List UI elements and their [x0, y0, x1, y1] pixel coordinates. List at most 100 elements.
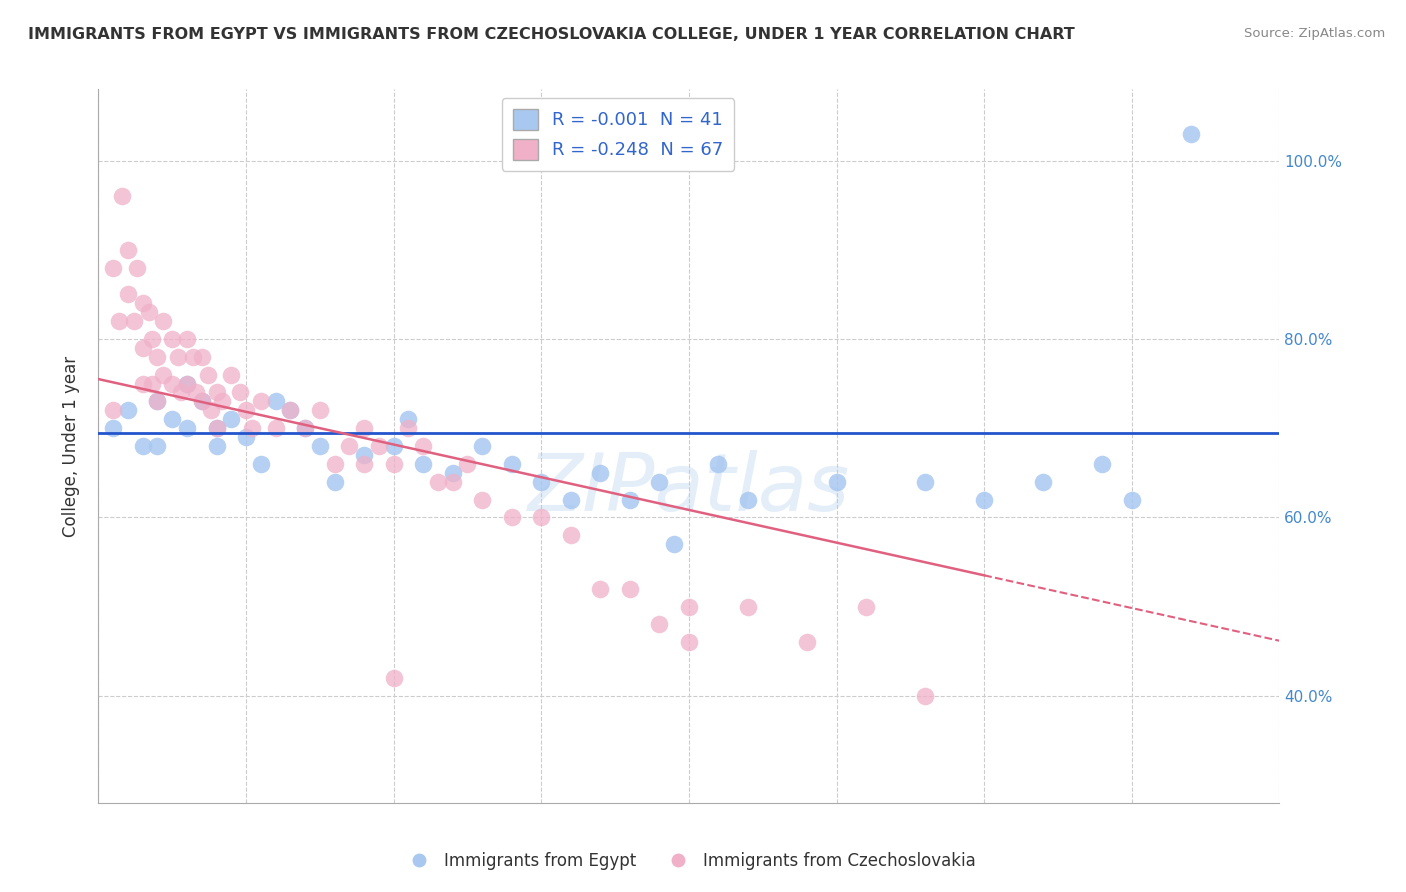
Point [382, 457, 405, 471]
Point [264, 421, 287, 435]
Point [108, 314, 131, 328]
Point [191, 394, 214, 409]
Point [103, 260, 125, 275]
Point [737, 492, 759, 507]
Point [219, 368, 242, 382]
Point [122, 314, 145, 328]
Point [205, 385, 228, 400]
Point [205, 439, 228, 453]
Text: Source: ZipAtlas.com: Source: ZipAtlas.com [1244, 27, 1385, 40]
Point [501, 457, 523, 471]
Point [211, 394, 233, 409]
Point [132, 296, 155, 310]
Point [146, 394, 169, 409]
Point [441, 475, 464, 489]
Point [117, 287, 139, 301]
Point [825, 475, 848, 489]
Point [200, 403, 222, 417]
Point [648, 475, 671, 489]
Point [132, 341, 155, 355]
Point [589, 466, 612, 480]
Point [855, 599, 877, 614]
Point [309, 403, 332, 417]
Point [176, 376, 198, 391]
Point [471, 439, 494, 453]
Point [152, 368, 174, 382]
Legend: Immigrants from Egypt, Immigrants from Czechoslovakia: Immigrants from Egypt, Immigrants from C… [395, 846, 983, 877]
Point [167, 350, 190, 364]
Point [176, 421, 198, 435]
Point [197, 368, 219, 382]
Point [441, 466, 464, 480]
Point [309, 439, 332, 453]
Point [146, 439, 169, 453]
Point [141, 376, 163, 391]
Point [132, 376, 155, 391]
Point [323, 475, 346, 489]
Point [146, 394, 169, 409]
Point [278, 403, 302, 417]
Point [560, 492, 582, 507]
Point [176, 376, 198, 391]
Point [111, 189, 134, 203]
Point [219, 412, 242, 426]
Point [353, 457, 375, 471]
Point [1180, 127, 1202, 141]
Point [530, 475, 553, 489]
Point [914, 475, 936, 489]
Point [294, 421, 316, 435]
Point [146, 350, 169, 364]
Point [117, 243, 139, 257]
Point [162, 412, 183, 426]
Point [368, 439, 391, 453]
Point [619, 492, 641, 507]
Point [229, 385, 252, 400]
Point [456, 457, 478, 471]
Point [796, 635, 818, 649]
Point [501, 510, 523, 524]
Point [678, 599, 700, 614]
Text: IMMIGRANTS FROM EGYPT VS IMMIGRANTS FROM CZECHOSLOVAKIA COLLEGE, UNDER 1 YEAR CO: IMMIGRANTS FROM EGYPT VS IMMIGRANTS FROM… [28, 27, 1074, 42]
Point [117, 403, 139, 417]
Point [707, 457, 730, 471]
Point [530, 510, 553, 524]
Point [170, 385, 193, 400]
Point [152, 314, 174, 328]
Point [250, 394, 273, 409]
Point [235, 430, 257, 444]
Point [176, 332, 198, 346]
Text: ZIPatlas: ZIPatlas [527, 450, 851, 528]
Point [664, 537, 686, 551]
Point [648, 617, 671, 632]
Point [412, 457, 434, 471]
Point [132, 439, 155, 453]
Point [323, 457, 346, 471]
Point [396, 412, 419, 426]
Point [191, 350, 214, 364]
Point [471, 492, 494, 507]
Point [1091, 457, 1114, 471]
Y-axis label: College, Under 1 year: College, Under 1 year [62, 355, 80, 537]
Point [191, 394, 214, 409]
Point [250, 457, 273, 471]
Point [1121, 492, 1143, 507]
Point [294, 421, 316, 435]
Point [138, 305, 160, 319]
Point [353, 448, 375, 462]
Point [278, 403, 302, 417]
Point [162, 376, 183, 391]
Point [184, 385, 207, 400]
Point [125, 260, 148, 275]
Point [396, 421, 419, 435]
Point [382, 439, 405, 453]
Point [678, 635, 700, 649]
Point [382, 671, 405, 685]
Point [427, 475, 450, 489]
Point [240, 421, 263, 435]
Point [103, 421, 125, 435]
Point [560, 528, 582, 542]
Point [339, 439, 360, 453]
Point [235, 403, 257, 417]
Point [412, 439, 434, 453]
Point [1032, 475, 1054, 489]
